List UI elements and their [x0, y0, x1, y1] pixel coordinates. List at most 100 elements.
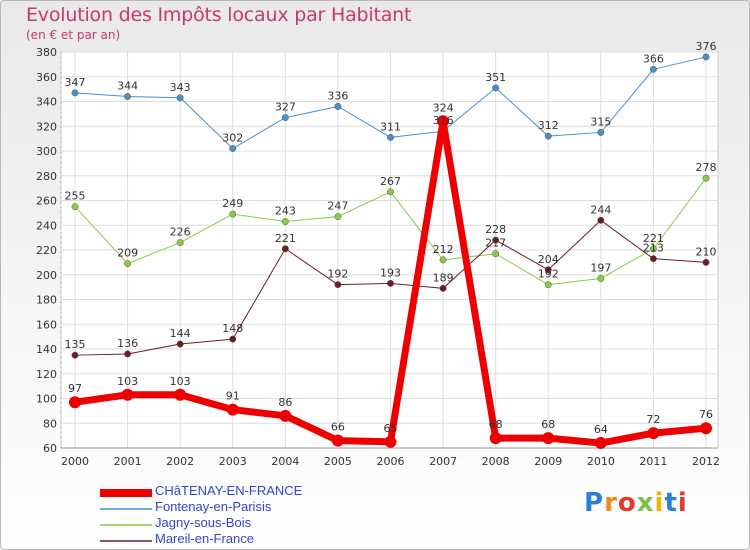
data-label: 189 [433, 271, 454, 284]
data-point [492, 236, 500, 244]
data-point [542, 432, 555, 445]
data-point [281, 218, 289, 225]
logo-letter: i [654, 488, 665, 518]
data-point [176, 340, 184, 348]
y-tick-label: 100 [36, 393, 57, 406]
data-label: 66 [331, 421, 345, 434]
data-label: 226 [170, 226, 191, 239]
logo-letter: x [636, 488, 655, 518]
data-label: 243 [275, 205, 296, 218]
y-tick-label: 160 [36, 318, 57, 331]
data-label: 366 [643, 52, 664, 65]
y-tick-label: 360 [36, 71, 57, 84]
legend-label: Mareil-en-France [155, 531, 254, 546]
data-label: 213 [643, 242, 664, 255]
data-point [544, 266, 552, 274]
data-point [331, 434, 344, 447]
data-point [387, 133, 394, 141]
x-tick-label: 2003 [219, 455, 247, 468]
data-label: 68 [541, 418, 555, 431]
data-point [281, 245, 289, 253]
x-tick-label: 2004 [271, 455, 299, 468]
data-point [387, 279, 394, 287]
data-label: 72 [646, 413, 660, 426]
data-point [594, 437, 607, 450]
data-point [700, 422, 712, 435]
y-tick-label: 240 [36, 219, 57, 232]
data-label: 343 [170, 81, 191, 94]
data-label: 65 [384, 422, 398, 435]
data-point [437, 115, 450, 128]
data-label: 336 [327, 89, 348, 102]
data-label: 68 [489, 418, 503, 431]
data-point [71, 351, 79, 359]
legend-swatch [100, 508, 152, 510]
x-tick-label: 2006 [377, 455, 405, 468]
logo-letter: t [664, 488, 678, 518]
data-label: 193 [380, 266, 401, 279]
data-point [121, 388, 134, 401]
x-tick-label: 2000 [61, 455, 89, 468]
y-tick-label: 80 [43, 417, 57, 430]
legend-swatch [100, 489, 152, 497]
data-point [439, 256, 447, 264]
y-tick-label: 220 [36, 244, 57, 257]
y-tick-label: 260 [36, 195, 57, 208]
data-label: 351 [485, 71, 506, 84]
y-tick-label: 320 [36, 120, 57, 133]
data-label: 344 [117, 80, 138, 93]
data-point [647, 427, 660, 440]
data-label: 247 [327, 200, 348, 213]
y-tick-label: 300 [36, 145, 57, 158]
y-tick-label: 280 [36, 170, 57, 183]
data-label: 210 [696, 245, 717, 258]
proxiti-logo: Proxiti [584, 488, 688, 518]
logo-letter: P [584, 488, 605, 518]
data-point [492, 84, 500, 92]
x-tick-label: 2010 [587, 455, 615, 468]
x-tick-label: 2005 [324, 455, 352, 468]
data-point [176, 94, 184, 102]
data-label: 103 [117, 375, 138, 388]
x-tick-label: 2012 [692, 455, 720, 468]
data-label: 197 [590, 261, 611, 274]
data-label: 204 [538, 253, 559, 266]
data-label: 221 [643, 232, 664, 245]
data-point [334, 213, 342, 221]
data-label: 148 [222, 322, 243, 335]
y-tick-label: 380 [36, 46, 57, 59]
data-point [544, 132, 552, 140]
data-label: 86 [278, 396, 292, 409]
data-point [544, 281, 552, 289]
legend-label: CHâTENAY-EN-FRANCE [155, 483, 303, 498]
data-label: 97 [68, 382, 82, 395]
y-tick-label: 180 [36, 294, 57, 307]
data-label: 217 [485, 237, 506, 250]
data-point [124, 350, 132, 358]
data-label: 324 [433, 101, 454, 114]
data-point [702, 53, 710, 61]
legend-label: Fontenay-en-Parisis [155, 499, 272, 514]
data-label: 278 [696, 161, 717, 174]
data-label: 135 [65, 338, 86, 351]
data-point [702, 258, 710, 266]
data-point [279, 409, 292, 422]
chart-title: Evolution des Impôts locaux par Habitant [26, 4, 412, 26]
data-label: 315 [590, 115, 611, 128]
data-point [124, 93, 132, 101]
data-label: 244 [590, 203, 611, 216]
x-tick-label: 2009 [534, 455, 562, 468]
x-tick-label: 2002 [166, 455, 194, 468]
data-label: 209 [117, 247, 138, 260]
data-point [439, 284, 447, 292]
y-tick-label: 340 [36, 96, 57, 109]
data-label: 249 [222, 197, 243, 210]
data-label: 316 [433, 114, 454, 127]
data-point [334, 103, 342, 110]
data-point [492, 250, 500, 258]
data-point [174, 388, 187, 401]
data-label: 136 [117, 337, 138, 350]
chart-subtitle: (en € et par an) [26, 28, 121, 42]
data-label: 192 [327, 268, 348, 281]
